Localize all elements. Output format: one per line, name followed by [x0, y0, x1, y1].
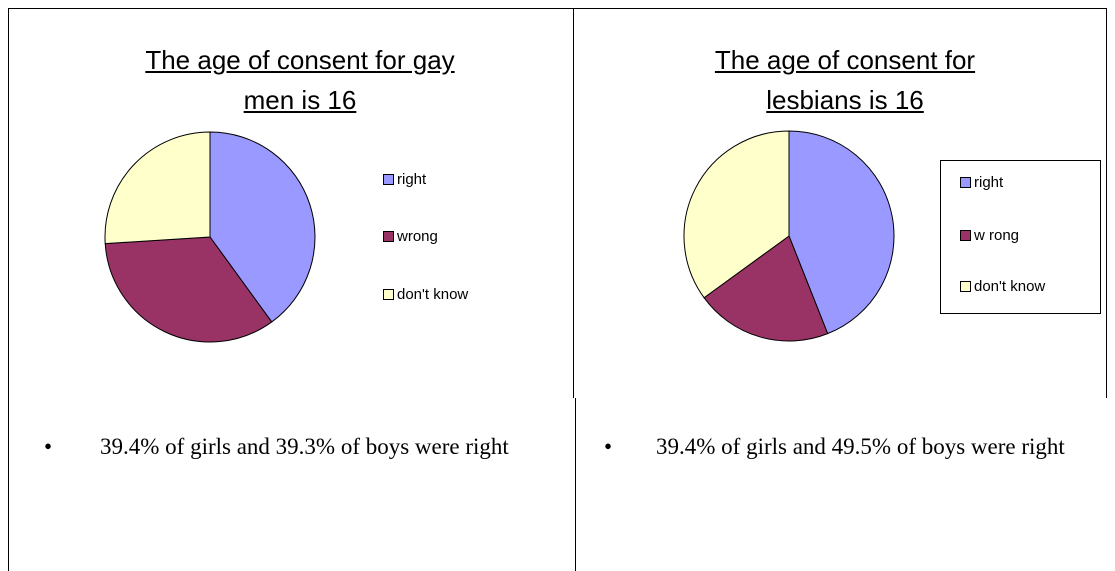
chart-title: The age of consent for gay men is 16 [145, 45, 455, 115]
note: 39.4% of girls and 39.3% of boys were ri… [100, 434, 509, 459]
pie-slice [788, 130, 895, 335]
legend-label: right [397, 171, 427, 188]
pie-slice [209, 131, 316, 323]
legend-label: right [974, 174, 1004, 191]
legend-swatch [383, 231, 394, 242]
legend-swatch [960, 230, 971, 241]
legend-swatch [960, 281, 971, 292]
legend-swatch [383, 289, 394, 300]
pie-slice [683, 130, 790, 299]
legend-swatch [383, 174, 394, 185]
legend-label: wrong [397, 228, 438, 245]
bullet: • [604, 434, 613, 459]
legend-label: don't know [397, 286, 469, 303]
legend-swatch [960, 177, 971, 188]
bullet: • [44, 434, 53, 459]
pie-slice [104, 236, 273, 343]
pie-slice [703, 235, 829, 342]
chart-title: The age of consent for lesbians is 16 [714, 45, 976, 115]
legend-label: w rong [974, 227, 1020, 244]
note: 39.4% of girls and 49.5% of boys were ri… [656, 434, 1065, 459]
pie-slice [104, 131, 211, 245]
legend-label: don't know [974, 278, 1046, 295]
